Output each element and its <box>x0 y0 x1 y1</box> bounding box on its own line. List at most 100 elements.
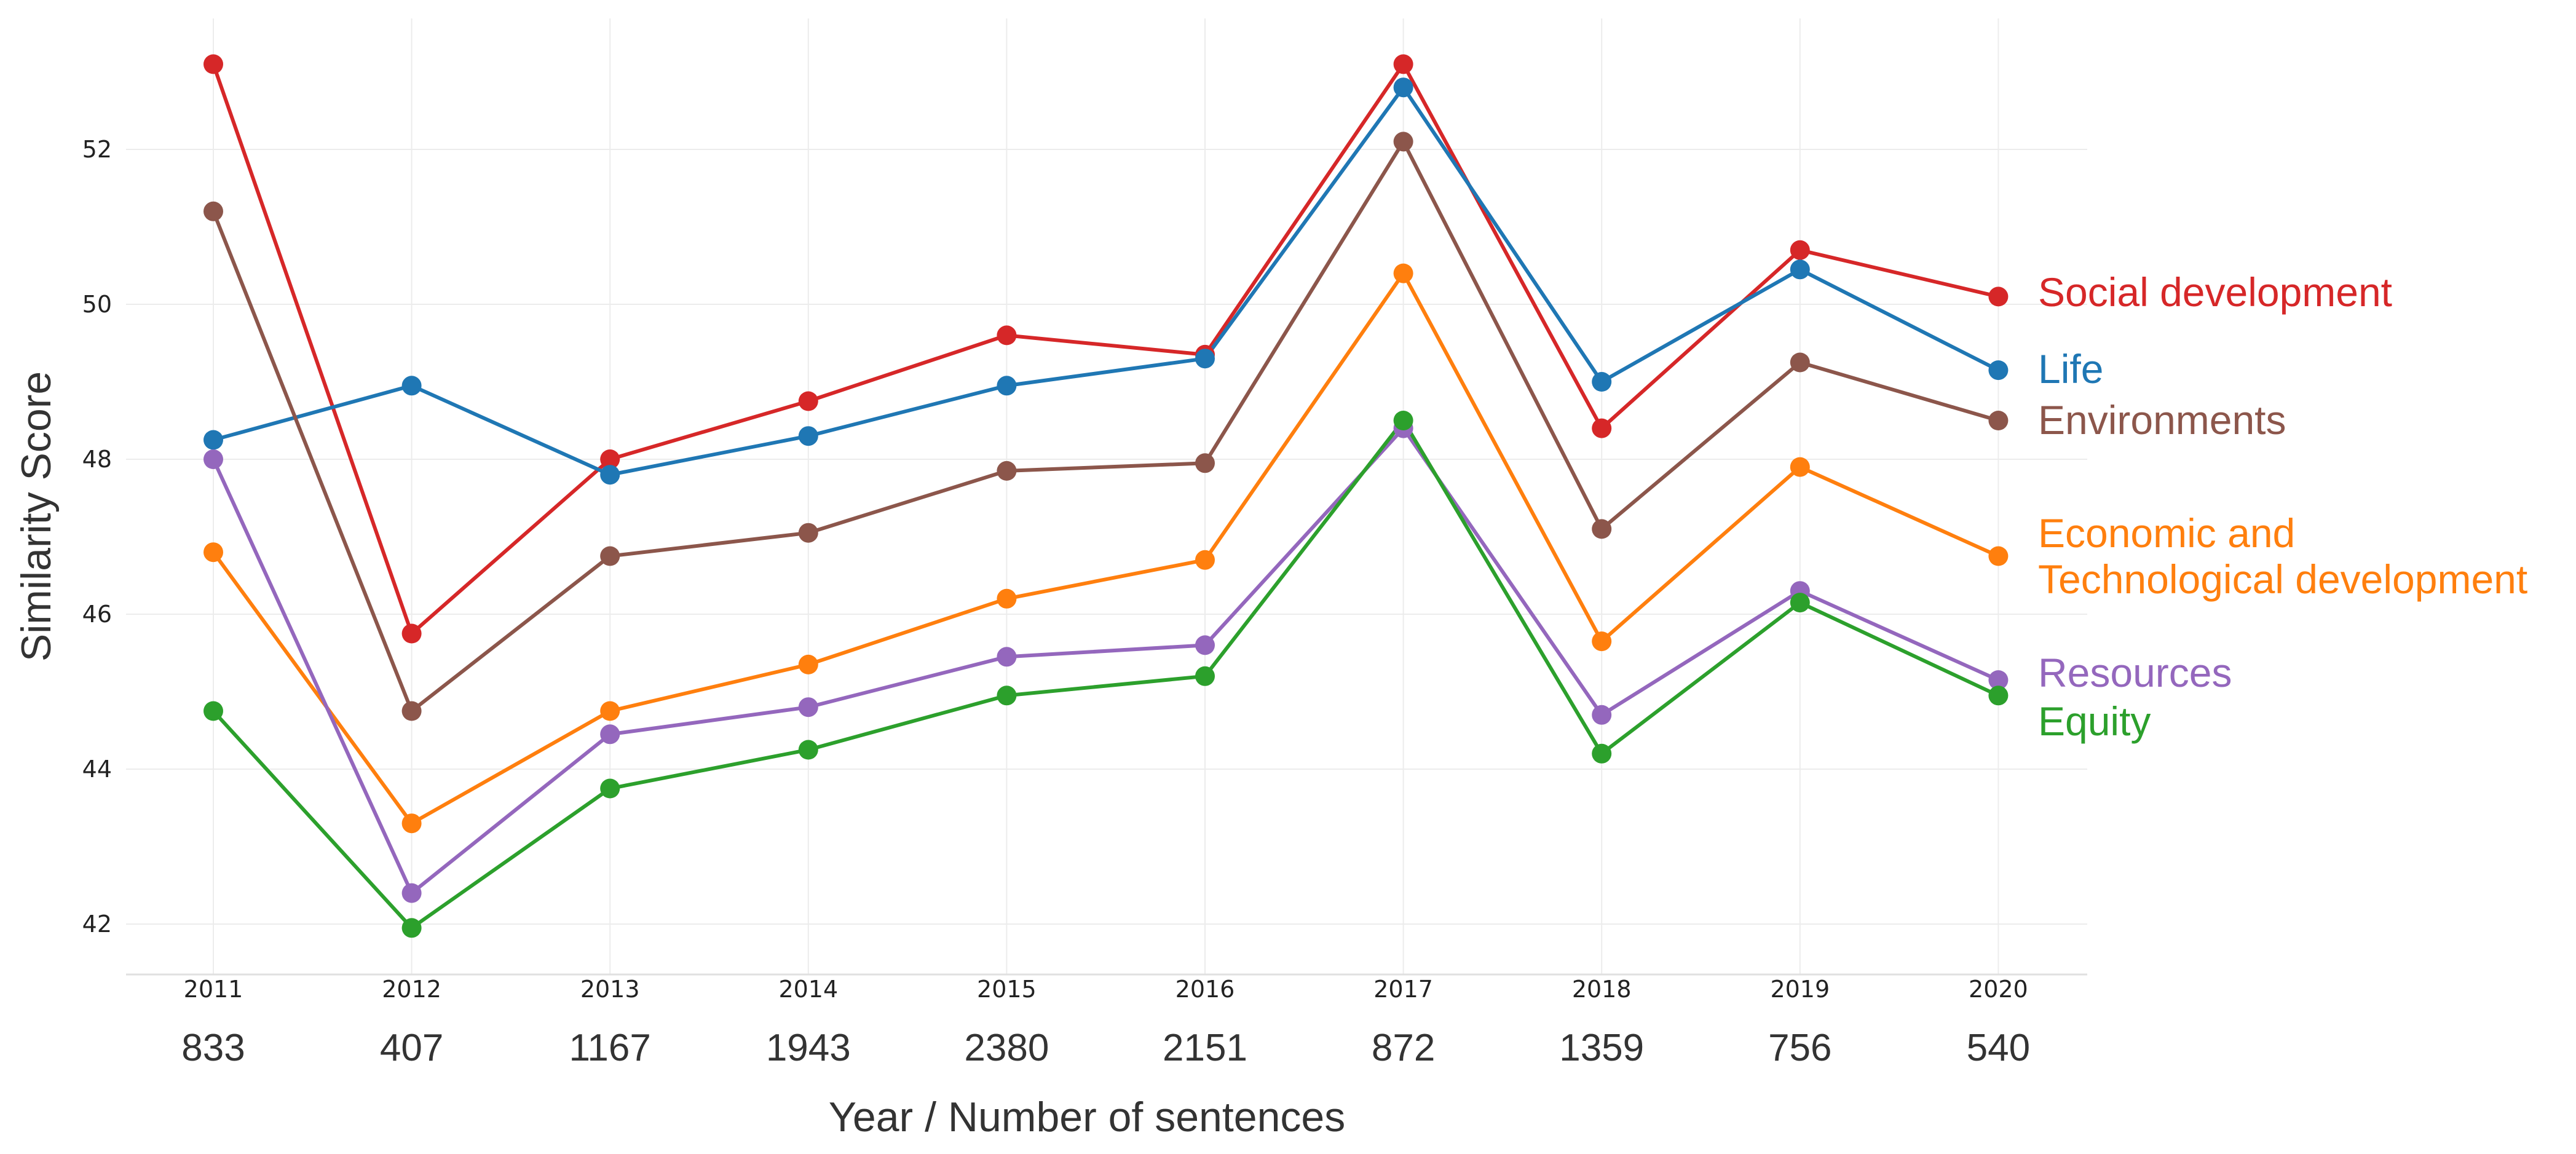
x-tick-label-year: 2017 <box>1373 976 1433 1003</box>
series-labels: Social development Life Environments Econom… <box>2038 269 2527 744</box>
data-point <box>401 883 422 903</box>
x-tick-label-year: 2016 <box>1175 976 1235 1003</box>
data-point <box>1988 546 2009 566</box>
data-point <box>1195 550 1215 570</box>
data-point <box>203 430 223 450</box>
data-point <box>1195 635 1215 655</box>
x-tick-label-year: 2020 <box>1969 976 2028 1003</box>
x-tick-label-count: 2151 <box>1163 1027 1247 1069</box>
data-point <box>1393 54 1413 74</box>
x-axis-title: Year / Number of sentences <box>829 1094 1345 1140</box>
data-point <box>1592 631 1612 652</box>
data-point <box>798 654 818 674</box>
data-point <box>1195 453 1215 473</box>
series-line <box>211 140 2001 713</box>
x-tick-label-count: 1943 <box>766 1027 851 1069</box>
data-point <box>798 426 818 446</box>
data-point <box>203 701 223 721</box>
data-point <box>600 701 620 721</box>
data-point <box>997 647 1017 667</box>
data-point <box>1592 705 1612 725</box>
data-point <box>1790 240 1810 260</box>
y-tick-label: 42 <box>82 911 112 938</box>
data-point <box>1393 263 1413 283</box>
data-point <box>1592 743 1612 764</box>
y-tick-label: 44 <box>82 756 112 783</box>
data-point <box>997 376 1017 396</box>
series-label: Economic and <box>2038 510 2295 556</box>
series-line <box>211 62 2001 636</box>
y-tick-label: 50 <box>82 291 112 318</box>
x-tick-label-year: 2019 <box>1770 976 1830 1003</box>
x-tick-label-count: 540 <box>1967 1027 2030 1069</box>
series-line <box>211 426 2001 895</box>
data-point <box>600 546 620 566</box>
x-tick-label-year: 2014 <box>778 976 838 1003</box>
x-tick-label-count: 1359 <box>1559 1027 1644 1069</box>
axes: 42 44 46 48 50 52 2011 833 2012 407 2013 1167 2014 19… <box>13 136 2087 1140</box>
data-point <box>798 740 818 760</box>
data-point <box>401 701 422 721</box>
x-tick-label-year: 2012 <box>382 976 441 1003</box>
y-tick-label: 46 <box>82 601 112 628</box>
data-point <box>1988 287 2009 307</box>
x-tick-label-count: 833 <box>181 1027 245 1069</box>
series-label: Resources <box>2038 650 2232 695</box>
data-point <box>1195 349 1215 369</box>
x-tick-label-count: 1167 <box>569 1027 651 1069</box>
data-point <box>1195 666 1215 686</box>
x-tick-label-year: 2015 <box>977 976 1037 1003</box>
data-point <box>600 449 620 469</box>
data-point <box>1790 593 1810 613</box>
series-line <box>211 271 2001 826</box>
x-tick-label-count: 407 <box>380 1027 443 1069</box>
data-point <box>1393 411 1413 430</box>
data-point <box>1790 457 1810 477</box>
data-point <box>1988 360 2009 381</box>
data-point <box>401 623 422 644</box>
data-point <box>1790 259 1810 280</box>
y-tick-label: 52 <box>82 136 112 163</box>
x-tick-label-year: 2018 <box>1572 976 1632 1003</box>
x-tick-label-year: 2013 <box>580 976 640 1003</box>
data-point <box>997 460 1017 481</box>
data-point <box>997 588 1017 609</box>
data-point <box>798 391 818 411</box>
series-line <box>211 85 2001 477</box>
series-label: Environments <box>2038 397 2286 443</box>
y-tick-label: 48 <box>82 446 112 473</box>
data-point <box>798 697 818 717</box>
series-label: Equity <box>2038 698 2151 744</box>
data-point <box>203 542 223 563</box>
data-point <box>600 778 620 799</box>
x-tick-label-count: 756 <box>1768 1027 1831 1069</box>
data-point <box>1988 411 2009 430</box>
x-tick-label-year: 2011 <box>184 976 243 1003</box>
data-point <box>997 686 1017 706</box>
data-point <box>401 376 422 396</box>
data-point <box>1592 372 1612 392</box>
series-label: Technological development <box>2038 556 2527 602</box>
data-point <box>1790 352 1810 373</box>
data-point <box>1988 670 2009 690</box>
data-point <box>1393 132 1413 152</box>
data-point <box>1592 519 1612 539</box>
grid <box>126 18 2087 974</box>
data-point <box>1592 418 1612 438</box>
series-points <box>203 54 2009 938</box>
data-point <box>798 523 818 543</box>
series-lines <box>211 62 2001 930</box>
data-point <box>1988 686 2009 706</box>
x-tick-label-count: 2380 <box>964 1027 1049 1069</box>
data-point <box>1393 77 1413 98</box>
data-point <box>203 201 223 221</box>
data-point <box>401 813 422 834</box>
data-point <box>600 465 620 485</box>
data-point <box>600 724 620 745</box>
series-line <box>211 419 2001 930</box>
x-tick-label-count: 872 <box>1372 1027 1435 1069</box>
y-axis-title: Similarity Score <box>13 371 60 662</box>
data-point <box>997 325 1017 346</box>
series-label: Life <box>2038 346 2103 392</box>
